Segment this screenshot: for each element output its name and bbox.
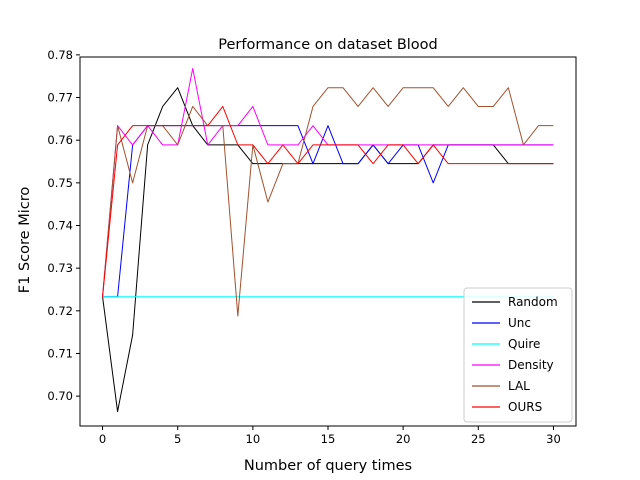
x-tick-label: 15: [321, 432, 336, 446]
legend-label-unc: Unc: [508, 316, 531, 330]
legend-label-lal: LAL: [508, 379, 530, 393]
y-tick-label: 0.71: [47, 346, 73, 360]
x-tick-label: 5: [174, 432, 181, 446]
legend-label-random: Random: [508, 295, 558, 309]
x-tick-label: 0: [99, 432, 106, 446]
x-axis-label: Number of query times: [244, 458, 412, 474]
y-tick-label: 0.74: [47, 219, 73, 233]
chart-title: Performance on dataset Blood: [218, 37, 438, 53]
legend-label-ours: OURS: [508, 400, 542, 414]
plot-frame: [79, 56, 577, 427]
legend-label-quire: Quire: [508, 337, 540, 351]
legend-label-density: Density: [508, 358, 554, 372]
y-tick-label: 0.77: [47, 91, 73, 105]
x-tick-label: 20: [396, 432, 411, 446]
y-tick-label: 0.72: [47, 304, 73, 318]
legend-box: [463, 287, 573, 423]
y-tick-label: 0.78: [47, 48, 73, 62]
x-tick-label: 25: [471, 432, 486, 446]
y-tick-label: 0.73: [47, 261, 73, 275]
series-line-ours: [102, 105, 554, 297]
legend: Random Unc Quire Density LAL OURS: [463, 287, 573, 423]
x-axis-ticks: 0 5 10 15 20 25 30: [99, 426, 561, 446]
y-axis-label: F1 Score Micro: [17, 187, 33, 294]
x-tick-label: 10: [246, 432, 261, 446]
y-tick-label: 0.75: [47, 176, 73, 190]
series-line-lal: [102, 87, 554, 317]
y-tick-label: 0.70: [47, 389, 73, 403]
y-axis-ticks: 0.70 0.71 0.72 0.73 0.74 0.75 0.76 0.77 0.78: [47, 48, 80, 403]
y-tick-label: 0.76: [47, 133, 73, 147]
x-tick-label: 30: [546, 432, 561, 446]
